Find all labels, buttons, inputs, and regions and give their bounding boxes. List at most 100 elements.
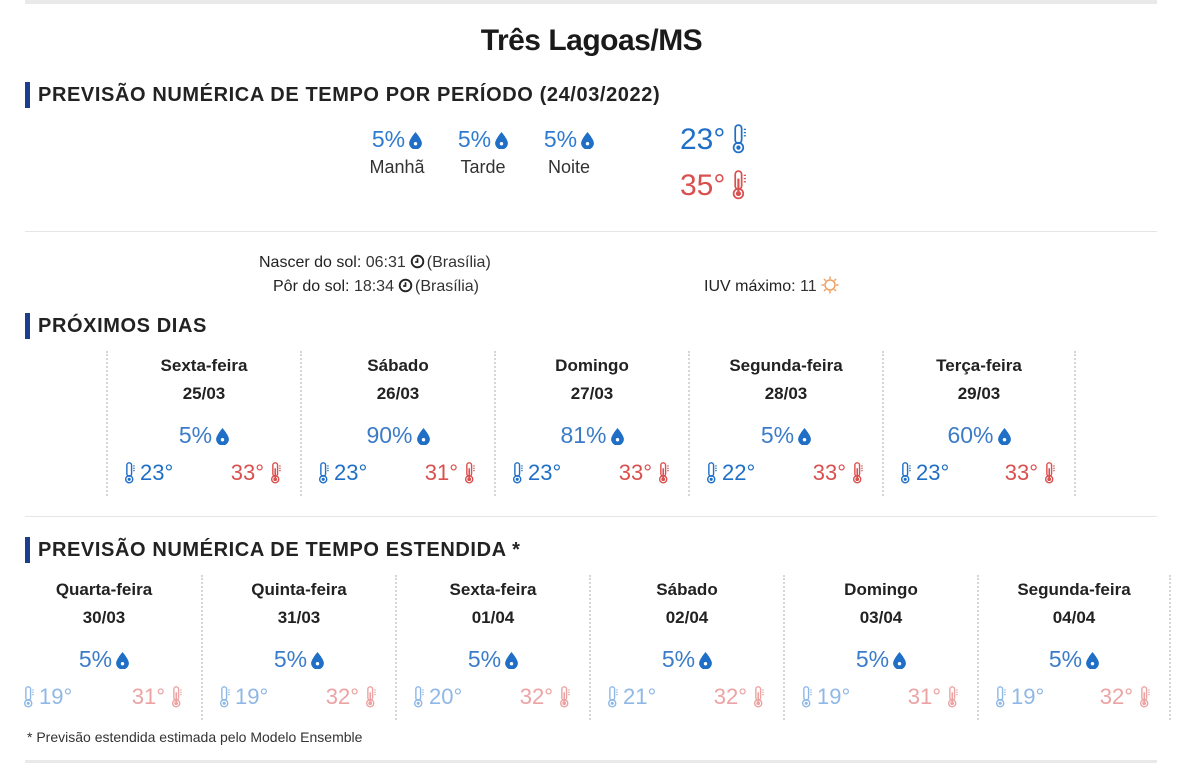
day-date: 02/04 — [665, 608, 709, 627]
sunset-time: 18:34 — [353, 278, 394, 295]
day-name: Segunda-feira — [729, 356, 843, 375]
clock-icon — [410, 254, 425, 269]
max-temp: 33° — [619, 458, 670, 488]
max-temp: 32° — [1100, 682, 1151, 712]
bottom-border — [25, 760, 1157, 763]
thermometer-hot-icon — [753, 685, 765, 708]
sunrise-time: 06:31 — [365, 254, 406, 271]
thermometer-cold-icon — [607, 685, 619, 708]
min-temp: 19° — [801, 682, 850, 712]
thermometer-cold-icon — [413, 685, 425, 708]
rain-chance: 5% — [7, 644, 201, 674]
min-temp: 23° — [512, 458, 561, 488]
thermometer-hot-icon — [464, 461, 476, 484]
max-temp: 33° — [813, 458, 864, 488]
day-date: 28/03 — [764, 384, 808, 403]
section-divider — [25, 516, 1157, 517]
day-name: Quinta-feira — [251, 580, 347, 599]
min-temp: 23° — [124, 458, 173, 488]
water-drop-icon — [505, 652, 518, 670]
sunrise-timezone: (Brasília) — [426, 254, 491, 271]
water-drop-icon — [610, 428, 624, 446]
max-temp: 32° — [520, 682, 571, 712]
sunset-timezone: (Brasília) — [414, 278, 479, 295]
city-title: Três Lagoas/MS — [480, 24, 703, 57]
water-drop-icon — [581, 132, 594, 150]
rain-chance: 5% — [529, 124, 609, 154]
rain-chance: 5% — [785, 644, 977, 674]
thermometer-cold-icon — [318, 461, 330, 484]
day-card: Sábado 02/04 5% 21° 32° — [589, 575, 783, 720]
next-days-list: Sexta-feira 25/03 5% 23° 33° Sábado 26/03… — [106, 351, 1076, 496]
thermometer-hot-icon — [171, 685, 183, 708]
thermometer-cold-icon — [706, 461, 718, 484]
water-drop-icon — [1086, 652, 1099, 670]
day-date: 25/03 — [182, 384, 226, 403]
day-name: Segunda-feira — [1017, 580, 1131, 599]
thermometer-hot-icon — [947, 685, 959, 708]
day-date: 27/03 — [570, 384, 614, 403]
water-drop-icon — [699, 652, 712, 670]
day-card: Sábado 26/03 90% 23° 31° — [300, 351, 494, 496]
day-name: Sábado — [656, 580, 718, 599]
day-name: Quarta-feira — [55, 580, 153, 599]
thermometer-cold-icon — [995, 685, 1007, 708]
clock-icon — [398, 278, 413, 293]
rain-chance: 5% — [357, 124, 437, 154]
day-date: 01/04 — [471, 608, 515, 627]
period-noite: 5% Noite — [529, 124, 609, 180]
day-card: Domingo 03/04 5% 19° 31° — [783, 575, 977, 720]
extended-days-list: Quarta-feira 30/03 5% 19° 31° Quinta-feir… — [7, 575, 1171, 720]
thermometer-cold-icon — [219, 685, 231, 708]
water-drop-icon — [216, 428, 229, 446]
next-days-heading: PRÓXIMOS DIAS — [25, 313, 207, 339]
day-card: Domingo 27/03 81% 23° 33° — [494, 351, 688, 496]
max-temp: 31° — [425, 458, 476, 488]
day-card: Sexta-feira 01/04 5% 20° 32° — [395, 575, 589, 720]
day-card: Quarta-feira 30/03 5% 19° 31° — [7, 575, 201, 720]
max-temp: 32° — [714, 682, 765, 712]
rain-chance: 81% — [496, 420, 688, 450]
water-drop-icon — [893, 652, 906, 670]
day-name: Terça-feira — [936, 356, 1022, 375]
min-temp: 21° — [607, 682, 656, 712]
thermometer-hot-icon — [731, 170, 748, 200]
water-drop-icon — [798, 428, 811, 446]
min-temp: 20° — [413, 682, 462, 712]
period-label: Tarde — [460, 157, 506, 177]
sun-icon — [821, 276, 839, 294]
rain-chance: 90% — [302, 420, 494, 450]
rain-chance: 5% — [979, 644, 1169, 674]
uv-row: IUV máximo: 11 — [704, 276, 839, 298]
thermometer-cold-icon — [731, 124, 748, 154]
thermometer-hot-icon — [852, 461, 864, 484]
thermometer-hot-icon — [270, 461, 282, 484]
sunrise-row: Nascer do sol: 06:31 (Brasília) — [259, 252, 491, 274]
rain-chance: 5% — [690, 420, 882, 450]
rain-chance: 5% — [443, 124, 523, 154]
water-drop-icon — [416, 428, 430, 446]
day-date: 31/03 — [277, 608, 321, 627]
thermometer-cold-icon — [512, 461, 524, 484]
max-temp: 31° — [132, 682, 183, 712]
min-temperature: 23° — [680, 121, 748, 159]
day-name: Sexta-feira — [449, 580, 537, 599]
thermometer-cold-icon — [801, 685, 813, 708]
rain-chance: 60% — [884, 420, 1074, 450]
period-forecast-heading: PREVISÃO NUMÉRICA DE TEMPO POR PERÍODO (… — [25, 82, 660, 108]
sunset-label: Pôr do sol: — [273, 278, 350, 295]
day-date: 30/03 — [82, 608, 126, 627]
top-border — [25, 0, 1157, 4]
rain-chance: 5% — [203, 644, 395, 674]
min-temp: 19° — [995, 682, 1044, 712]
day-date: 03/04 — [859, 608, 903, 627]
section-divider — [25, 231, 1157, 232]
period-label: Manhã — [369, 157, 425, 177]
rain-chance: 5% — [397, 644, 589, 674]
min-temp: 19° — [219, 682, 268, 712]
thermometer-hot-icon — [1139, 685, 1151, 708]
day-card: Quinta-feira 31/03 5% 19° 32° — [201, 575, 395, 720]
day-card: Segunda-feira 28/03 5% 22° 33° — [688, 351, 882, 496]
extended-forecast-heading: PREVISÃO NUMÉRICA DE TEMPO ESTENDIDA * — [25, 537, 520, 563]
day-name: Domingo — [844, 580, 918, 599]
